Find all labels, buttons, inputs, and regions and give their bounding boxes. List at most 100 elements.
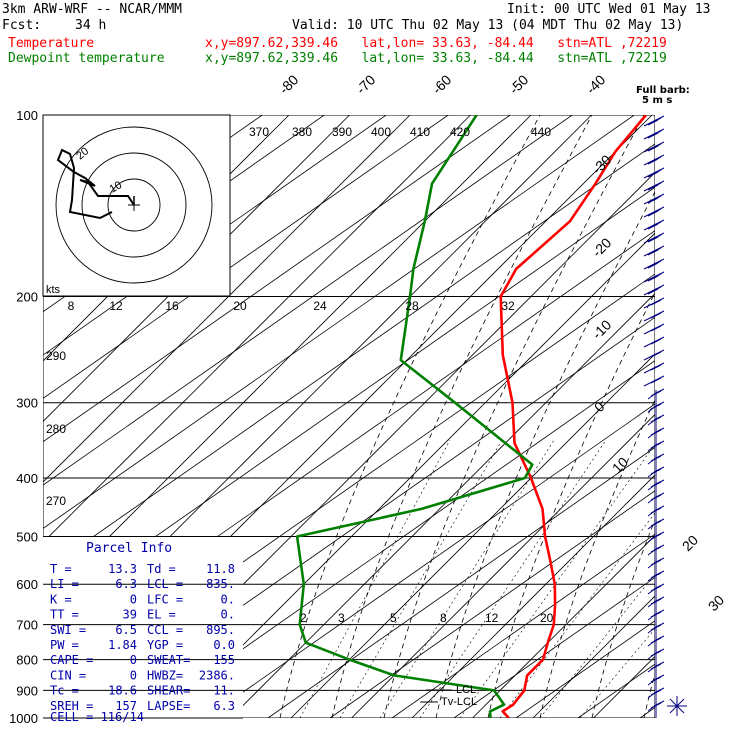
pressure-label: 300: [16, 396, 38, 411]
dry-adiabat-line: [515, 620, 655, 718]
wind-barb-feather: [647, 249, 659, 256]
pressure-label: 1000: [9, 711, 38, 726]
wind-barb-feather: [647, 158, 659, 165]
init-time: Init: 00 UTC Wed 01 May 13: [507, 2, 711, 17]
mixing-ratio-line: [299, 439, 451, 718]
isotherm-line: [472, 534, 655, 718]
wind-barb-feather: [650, 377, 662, 384]
isotherm-line: [593, 655, 655, 718]
moist-adiabat-line: [539, 398, 655, 718]
wind-barb: [643, 206, 665, 218]
wind-barb: [643, 141, 665, 153]
isotherm-line: [230, 292, 655, 718]
isotherm-label: 0: [591, 398, 608, 415]
theta-label: 390: [332, 125, 352, 139]
wind-barb: [643, 323, 665, 335]
parcel-row-value: 2386.: [199, 668, 235, 682]
parcel-row-value: 835.: [206, 577, 235, 591]
wind-barb-feather: [647, 236, 659, 243]
theta-label: 410: [410, 125, 430, 139]
parcel-row-value: 6.3: [115, 577, 137, 591]
isotherm-line: [43, 115, 471, 544]
wind-barb-feather: [650, 364, 662, 371]
pressure-label: 400: [16, 471, 38, 486]
moist-adiabat-line: [591, 518, 655, 718]
wind-barb: [643, 271, 665, 283]
theta-label: 370: [249, 125, 269, 139]
wind-barb: [643, 128, 665, 140]
dry-adiabat-line: [43, 115, 511, 443]
theta-label: 380: [292, 125, 312, 139]
isotherm-label: -20: [589, 234, 615, 260]
pressure-label: 600: [16, 577, 38, 592]
location-temperature: x,y=897.62,339.46 lat,lon= 33.63, -84.44…: [205, 36, 667, 51]
lcl-label: LCL: [456, 684, 476, 696]
parcel-row-value: 11.: [213, 684, 235, 698]
wind-barb: [643, 349, 665, 361]
isotherm-line: [290, 353, 655, 718]
isotherm-label: -30: [589, 151, 615, 177]
wind-barb: [643, 219, 665, 231]
wind-barb: [643, 167, 665, 179]
hodograph-trace: [56, 148, 135, 220]
wind-barb: [643, 336, 665, 348]
isotherm-line: [351, 413, 655, 718]
theta-label: 420: [450, 125, 470, 139]
wind-barb-feather: [650, 338, 662, 345]
isotherm-label: 30: [705, 592, 727, 614]
hodograph-units-label: kts: [46, 284, 61, 296]
isotherm-label: -40: [583, 71, 609, 97]
wind-barb-feather: [647, 288, 659, 295]
parcel-row-value: 155: [213, 653, 235, 667]
mixing-ratio-line: [579, 628, 655, 718]
wind-barb: [643, 258, 665, 270]
valid-time: Valid: 10 UTC Thu 02 May 13 (04 MDT Thu …: [292, 18, 684, 33]
moist-adiabat-line: [279, 115, 541, 718]
wind-barb-feather: [647, 223, 659, 230]
parcel-info-panel: Parcel Info T = 13.3 Td = 11.8 LI = 6.3 LCL = 83…: [43, 535, 243, 724]
isotherm-line: [43, 115, 532, 604]
wind-barb-feather: [647, 197, 659, 204]
parcel-panel-background: [43, 537, 243, 718]
mixing-ratio-line: [539, 573, 655, 718]
isotherm-line: [411, 474, 655, 718]
wind-barb: [643, 284, 665, 296]
isotherm-line: [715, 115, 740, 718]
theta-label: 290: [46, 349, 66, 363]
pressure-label: 900: [16, 683, 38, 698]
wind-barb-feather: [650, 299, 662, 306]
wind-barb-feather: [647, 119, 659, 126]
parcel-info-title: Parcel Info: [86, 541, 172, 556]
parcel-row-key: SWI =: [50, 623, 86, 637]
dry-adiabat-line: [702, 115, 740, 718]
dry-adiabat-line: [43, 143, 655, 573]
wind-barb: [643, 180, 665, 192]
wind-barb: [643, 232, 665, 244]
dry-adiabat-line: [0, 115, 14, 718]
dry-adiabat-line: [43, 115, 573, 486]
surface-barb-ray: [676, 698, 685, 707]
dry-adiabat-line: [43, 115, 449, 399]
dry-adiabat-line: [453, 576, 655, 718]
hodograph-speed-label: 8: [68, 299, 75, 313]
parcel-row-key: K =: [50, 592, 72, 606]
parcel-row-value: 39: [123, 608, 137, 622]
dashed-guide-lines: [279, 115, 655, 718]
tv-lcl-label: Tv-LCL: [441, 696, 477, 708]
moist-adiabat-line: [435, 191, 655, 718]
parcel-row-value: 895.: [206, 623, 235, 637]
isotherm-line: [653, 716, 655, 718]
surface-barb-ray: [676, 705, 685, 714]
temperature-curve: [499, 115, 647, 718]
parcel-cell: CELL = 116/14: [50, 710, 144, 724]
parcel-row-key: T =: [50, 562, 72, 576]
dry-adiabat-line: [329, 490, 655, 718]
wind-barb-feather: [647, 171, 659, 178]
wind-barb: [643, 310, 665, 322]
pressure-label: 500: [16, 529, 38, 544]
isotherm-line: [43, 115, 411, 483]
wind-barb-feather: [647, 184, 659, 191]
parcel-row-key: CIN =: [50, 668, 86, 682]
wind-barb: [643, 245, 665, 257]
